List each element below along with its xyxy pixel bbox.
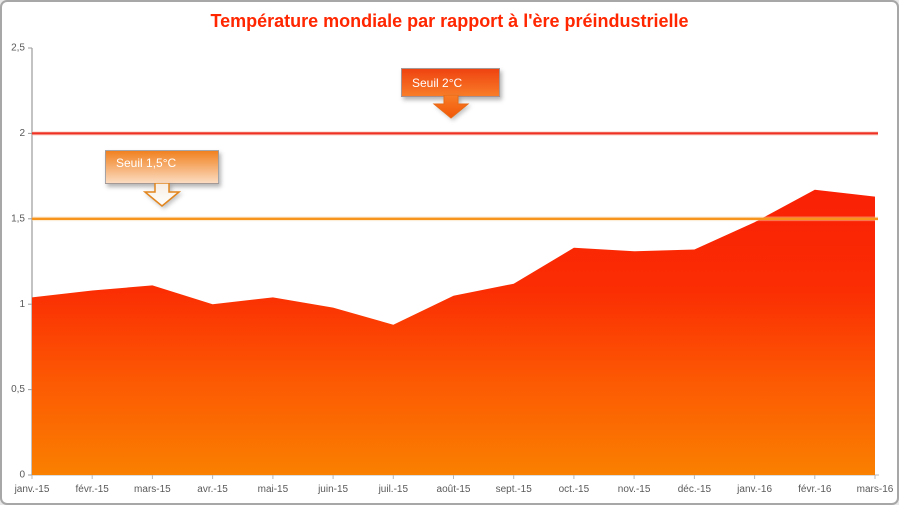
x-axis-tick-label: avr.-15 — [197, 484, 228, 495]
threshold-1-5c-label: Seuil 1,5°C — [116, 156, 177, 170]
x-axis-tick-label: juil.-15 — [378, 484, 409, 495]
x-axis-tick-label: janv.-16 — [736, 484, 772, 495]
x-axis-tick-label: sept.-15 — [496, 484, 533, 495]
x-axis-tick-label: oct.-15 — [559, 484, 590, 495]
y-axis-tick-label: 1,5 — [11, 213, 25, 224]
y-axis-tick-label: 2 — [19, 128, 25, 139]
y-axis-tick-label: 0 — [19, 470, 25, 481]
threshold-2c-callout: Seuil 2°C — [401, 68, 500, 97]
chart-title: Température mondiale par rapport à l'ère… — [210, 11, 689, 31]
y-axis-tick-label: 0,5 — [11, 384, 25, 395]
x-axis-tick-label: nov.-15 — [618, 484, 651, 495]
x-axis-tick-label: févr.-16 — [798, 484, 832, 495]
down-arrow-icon — [143, 183, 181, 207]
temperature-area-series — [32, 189, 875, 476]
x-axis-tick-label: mai-15 — [258, 484, 289, 495]
x-axis-tick-label: août-15 — [437, 484, 471, 495]
y-axis-tick-label: 2,5 — [11, 43, 25, 54]
x-axis-tick-label: févr.-15 — [76, 484, 110, 495]
x-axis-tick-label: mars-15 — [134, 484, 171, 495]
x-axis-tick-label: juin-15 — [317, 484, 348, 495]
threshold-2c-label: Seuil 2°C — [412, 75, 463, 90]
x-axis-tick-label: déc.-15 — [678, 484, 712, 495]
x-axis-tick-label: janv.-15 — [14, 484, 50, 495]
y-axis-tick-label: 1 — [19, 299, 25, 310]
threshold-1-5c-callout: Seuil 1,5°C — [105, 150, 219, 184]
down-arrow-icon — [432, 95, 470, 119]
x-axis-tick-label: mars-16 — [857, 484, 894, 495]
